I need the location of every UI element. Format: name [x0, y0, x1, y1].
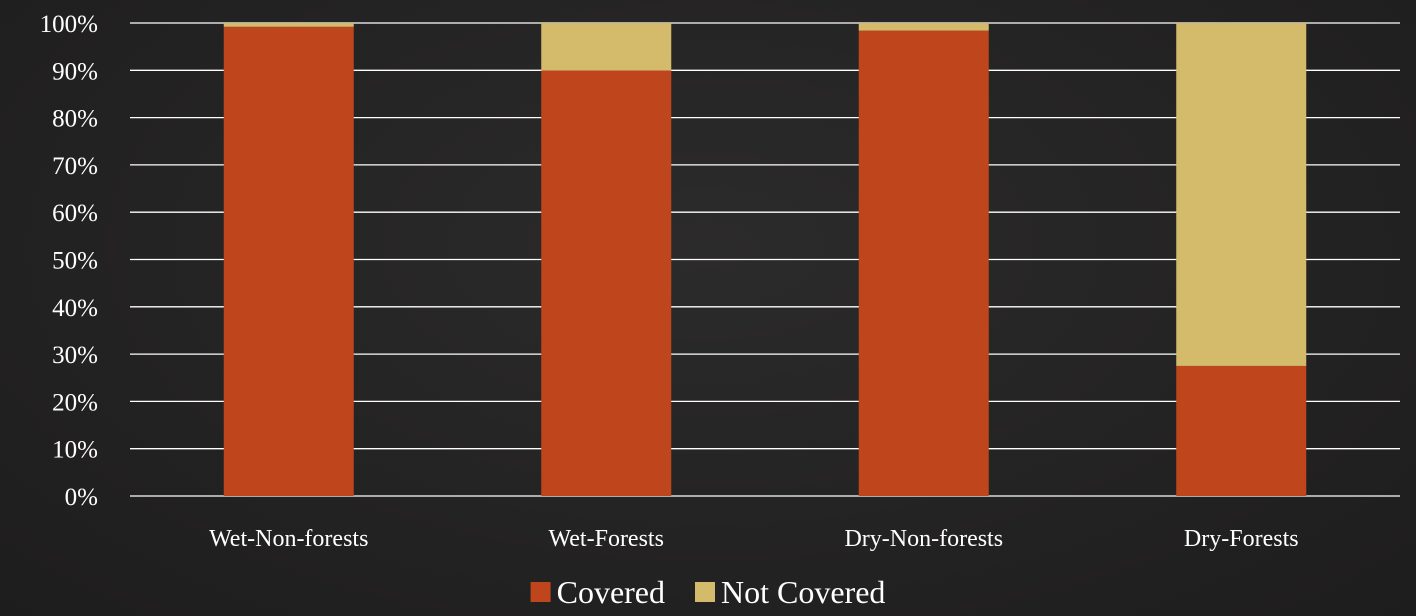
- bar-not-covered-dry-forests: [1176, 23, 1307, 366]
- y-tick-label: 30%: [52, 342, 98, 369]
- y-tick-label: 70%: [52, 153, 98, 180]
- legend-label-covered: Covered: [557, 574, 665, 610]
- y-tick-label: 80%: [52, 106, 98, 133]
- x-category-label: Wet-Non-forests: [209, 526, 368, 552]
- x-category-label: Dry-Forests: [1184, 526, 1299, 552]
- legend-swatch-not-covered: [695, 582, 715, 602]
- y-tick-label: 60%: [52, 200, 98, 227]
- bars: [223, 23, 1307, 497]
- y-tick-label: 100%: [40, 11, 98, 38]
- x-axis-category-labels: Wet-Non-forests Wet-Forests Dry-Non-forest…: [209, 526, 1299, 552]
- legend-swatch-covered: [530, 582, 551, 602]
- bar-not-covered-wet-forests: [541, 23, 672, 71]
- legend: Covered Not Covered: [530, 574, 885, 610]
- y-tick-label: 50%: [52, 248, 98, 275]
- bar-covered-dry-non-forests: [858, 30, 989, 497]
- y-tick-label: 10%: [52, 437, 98, 464]
- y-tick-label: 0%: [65, 484, 98, 511]
- y-tick-label: 20%: [52, 389, 98, 416]
- bar-covered-wet-non-forests: [223, 26, 354, 497]
- legend-label-not-covered: Not Covered: [721, 574, 885, 610]
- y-tick-label: 40%: [52, 295, 98, 322]
- bar-not-covered-dry-non-forests: [858, 23, 989, 31]
- bar-not-covered-wet-non-forests: [223, 23, 354, 27]
- x-category-label: Dry-Non-forests: [844, 526, 1003, 552]
- y-axis-tick-labels: 0% 10% 20% 30% 40% 50% 60% 70% 80% 90% 100%: [40, 11, 98, 511]
- bar-covered-dry-forests: [1176, 365, 1307, 496]
- bar-covered-wet-forests: [541, 70, 672, 497]
- x-category-label: Wet-Forests: [549, 526, 664, 552]
- y-tick-label: 90%: [52, 58, 98, 85]
